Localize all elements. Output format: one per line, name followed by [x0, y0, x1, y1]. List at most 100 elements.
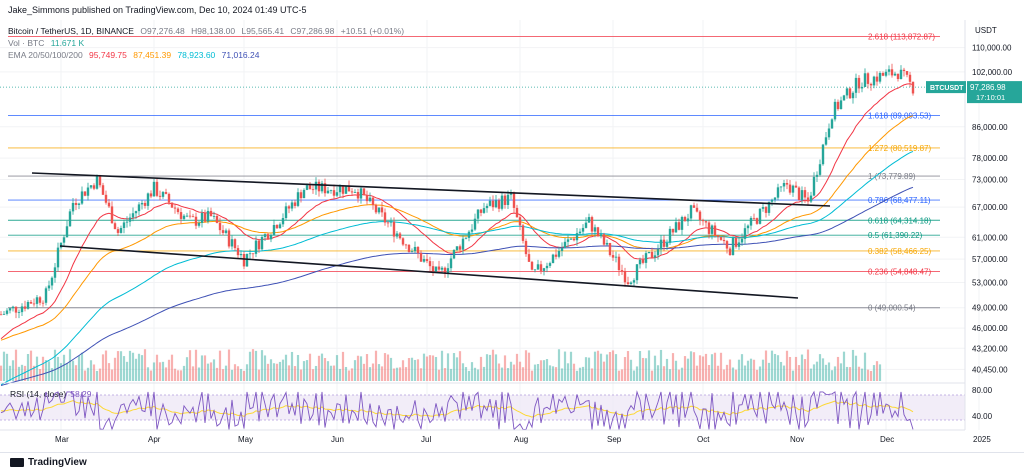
volume-bar [755, 369, 759, 381]
ohlc-change: +10.51 (+0.01%) [340, 26, 405, 36]
candle-body [599, 234, 603, 237]
volume-bar [497, 363, 501, 381]
volume-bar [185, 357, 189, 381]
candle-body [575, 233, 579, 241]
volume-bar [266, 363, 270, 381]
volume-bar [137, 353, 141, 381]
candle-body [506, 194, 510, 205]
candle-body [857, 77, 861, 89]
candle-body [161, 192, 165, 197]
candle-body [14, 306, 18, 313]
candle-body [386, 222, 390, 224]
candle-body [707, 222, 711, 234]
candle-body [749, 217, 753, 226]
candle-body [893, 73, 897, 76]
upper-trendline[interactable] [31, 172, 831, 207]
candle-body [557, 250, 561, 257]
candle-body [290, 202, 294, 209]
candle-body [449, 258, 453, 269]
candle-body [461, 238, 465, 250]
volume-bar [812, 364, 816, 381]
candle-body [119, 228, 123, 233]
volume-bar [836, 356, 840, 381]
time-tick-label: Nov [790, 435, 804, 444]
chart-canvas[interactable]: 2.618 (113,872.87) 1.618 (89,093.53) 1.272… [0, 0, 1024, 452]
candle-body [347, 186, 351, 192]
candle-body [752, 217, 756, 219]
candle-body [797, 187, 801, 201]
ohlc-open: O97,276.48 [140, 26, 185, 36]
volume-bar [290, 351, 294, 381]
volume-bar [563, 351, 567, 381]
candle-body [122, 222, 126, 229]
price-tick-label: 53,000.00 [972, 279, 1008, 288]
volume-bar [455, 357, 459, 381]
volume-bar [539, 360, 543, 381]
tradingview-logo-icon [10, 458, 24, 467]
candle-body [482, 208, 486, 213]
volume-bar [44, 360, 48, 381]
candle-body [662, 239, 666, 247]
candle-body [206, 210, 210, 222]
volume-bar [620, 369, 624, 381]
candle-body [521, 225, 525, 241]
fib-level-label: 2.618 (113,872.87) [868, 32, 935, 41]
lower-trendline[interactable] [59, 245, 799, 299]
time-tick-label: 2025 [973, 435, 991, 444]
volume-bar [167, 359, 171, 381]
volume-bar [575, 370, 579, 381]
volume-bar [875, 361, 879, 381]
candle-body [296, 192, 300, 206]
candle-body [314, 181, 318, 190]
volume-bar [680, 367, 684, 381]
candle-body [683, 216, 687, 222]
trendlines[interactable] [31, 172, 831, 299]
candle-body [680, 216, 684, 230]
volume-bar [197, 367, 201, 381]
price-tick-label: 86,000.00 [972, 123, 1008, 132]
volume-bar [239, 368, 243, 381]
volume-bar [854, 355, 858, 381]
volume-bar [65, 363, 69, 381]
volume-bar [797, 365, 801, 381]
volume-bar [0, 365, 3, 381]
tradingview-logo[interactable]: TradingView [10, 457, 87, 468]
volume-bar [866, 369, 870, 381]
candle-body [815, 174, 819, 177]
volume-bar [209, 362, 213, 381]
volume-bar [728, 359, 732, 381]
candle-body [737, 242, 741, 247]
time-tick-label: Sep [607, 435, 622, 444]
candle-body [830, 119, 834, 129]
candle-body [698, 211, 702, 221]
volume-bar [641, 357, 645, 381]
candle-body [875, 76, 879, 82]
candle-body [605, 242, 609, 245]
candle-body [254, 240, 258, 254]
price-axis[interactable]: 110,000.00 102,000.00 86,000.00 78,000.00 73… [964, 20, 1013, 430]
candle-body [515, 207, 519, 218]
volume-bar [527, 352, 531, 381]
volume-bar [731, 367, 735, 381]
candle-body [620, 270, 624, 272]
candle-body [767, 201, 771, 213]
candle-body [23, 306, 27, 309]
ema-100-line [0, 150, 914, 386]
volume-bar [611, 350, 615, 381]
candle-body [491, 200, 495, 208]
volume-bar [278, 361, 282, 381]
candle-body [305, 185, 309, 190]
candle-body [110, 206, 114, 224]
ema200-value: 71,016.24 [221, 50, 260, 60]
volume-bar [251, 349, 255, 381]
volume-bar [206, 363, 210, 381]
time-axis[interactable]: Mar Apr May Jun Jul Aug Sep Oct Nov Dec 2025 [0, 429, 991, 444]
volume-bar [122, 356, 126, 381]
volume-bar [551, 366, 555, 381]
candle-body [185, 215, 189, 217]
candle-body [704, 221, 708, 223]
volume-bar [752, 359, 756, 381]
last-price-bg [967, 81, 1022, 104]
volume-bar [140, 355, 144, 381]
